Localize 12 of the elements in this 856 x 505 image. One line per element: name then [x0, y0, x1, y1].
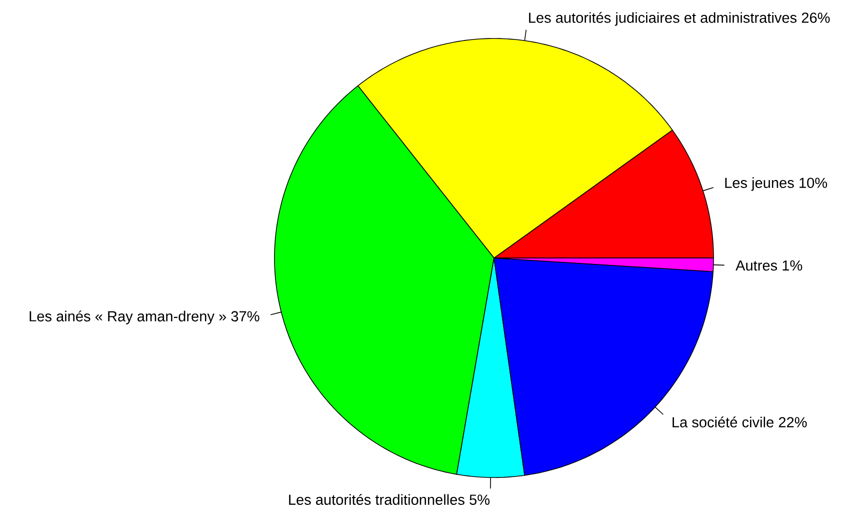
slice-label: La société civile — [672, 416, 774, 428]
slice-label: Les autorités judiciaires et administratives — [529, 12, 797, 26]
data-label: 22% — [778, 417, 807, 428]
slice-label: Les jeunes — [725, 177, 794, 191]
slice-label: Autres — [736, 260, 778, 271]
slice-label: Les autorités traditionnelles — [289, 494, 464, 505]
data-label: 37% — [231, 311, 260, 322]
data-label: 10% — [800, 178, 828, 188]
data-label: 26% — [802, 12, 830, 23]
slice-label: Les ainés « Ray aman-dreny » — [30, 310, 226, 324]
data-label: 1% — [782, 260, 802, 271]
data-label: 5% — [470, 494, 490, 505]
